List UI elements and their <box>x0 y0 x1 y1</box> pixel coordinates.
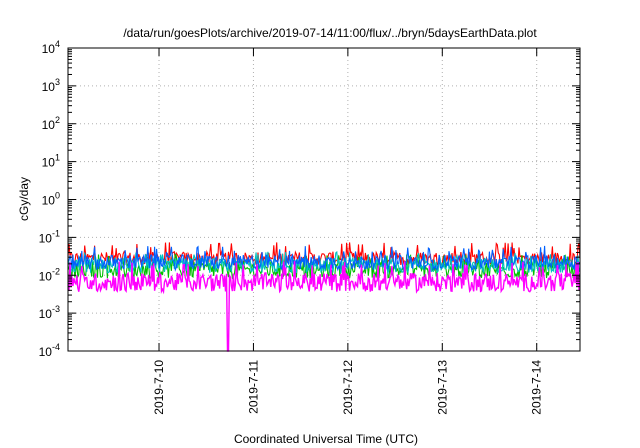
x-tick-label: 2019-7-11 <box>246 360 260 414</box>
chart-title: /data/run/goesPlots/archive/2019-07-14/1… <box>123 26 537 40</box>
x-axis-label: Coordinated Universal Time (UTC) <box>234 432 418 446</box>
grid <box>68 48 580 351</box>
y-tick-label: 102 <box>42 115 60 132</box>
x-tick-label: 2019-7-13 <box>435 360 449 415</box>
series-layer <box>67 242 581 352</box>
y-tick-label: 103 <box>42 77 60 94</box>
ticks: 10-4 10-3 10-2 10-1 100 101 102 103 104 2019-7-10… <box>39 39 580 415</box>
y-tick-label: 100 <box>42 191 60 208</box>
y-tick-label: 10-3 <box>39 304 60 321</box>
y-tick-label: 10-1 <box>39 228 60 245</box>
x-tick-label: 2019-7-12 <box>341 360 355 415</box>
x-tick-label: 2019-7-14 <box>530 360 544 415</box>
y-tick-label: 10-2 <box>39 266 60 283</box>
y-tick-label: 104 <box>42 39 60 56</box>
y-axis-label: cGy/day <box>17 177 31 221</box>
series-line <box>67 261 581 352</box>
y-tick-label: 101 <box>42 153 60 170</box>
y-tick-label: 10-4 <box>39 342 60 359</box>
x-tick-label: 2019-7-10 <box>152 360 166 415</box>
